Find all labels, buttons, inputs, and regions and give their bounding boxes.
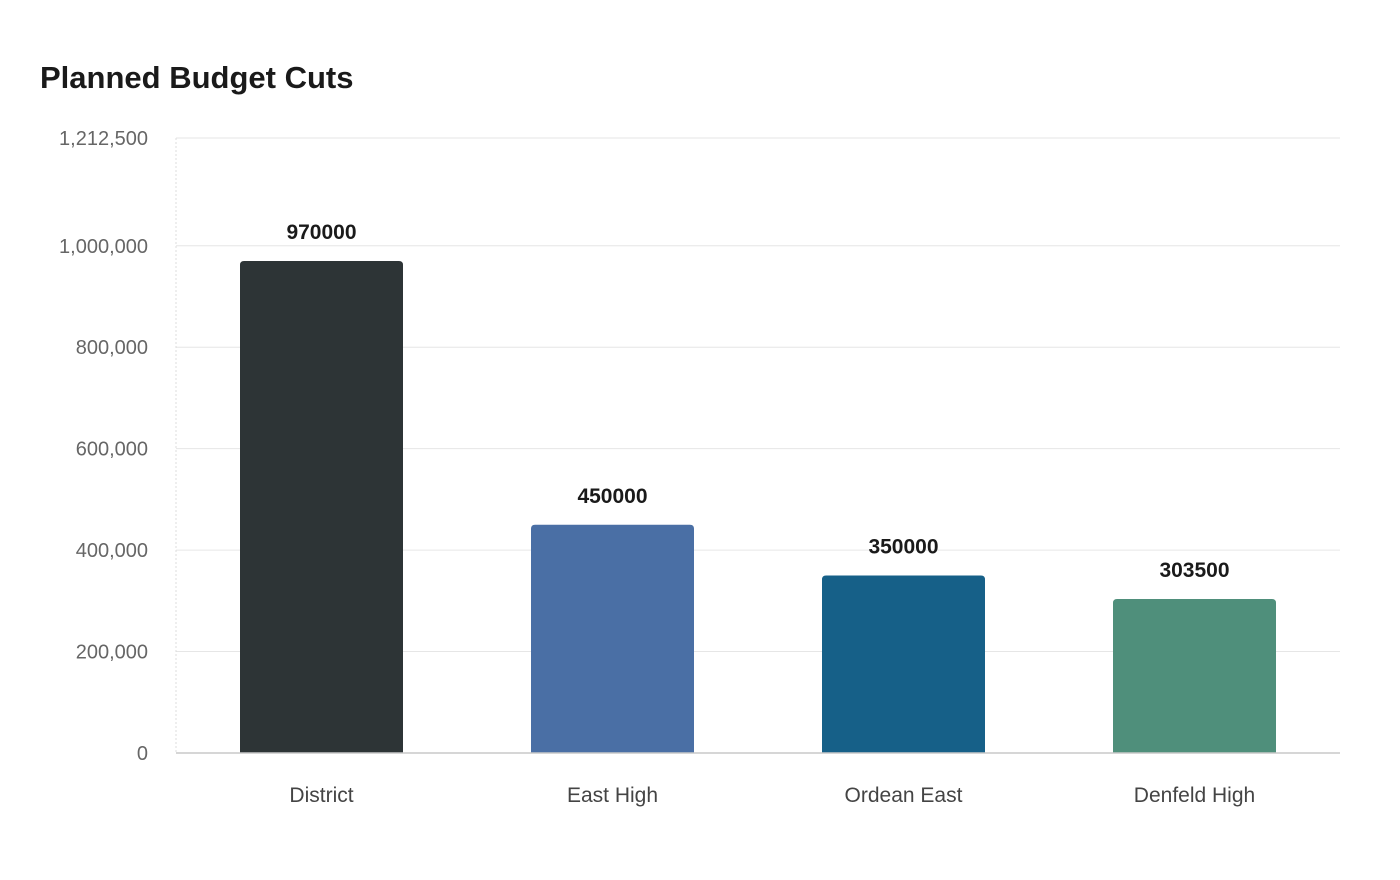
y-tick-label: 600,000: [76, 439, 148, 461]
x-axis-ticks: District East High Ordean East Denfeld High: [289, 784, 1255, 807]
data-label: 350000: [868, 535, 938, 558]
x-tick-label: East High: [567, 784, 658, 807]
y-tick-label: 800,000: [76, 337, 148, 359]
y-tick-label: 400,000: [76, 540, 148, 562]
y-axis-ticks: 0 200,000 400,000 600,000 800,000 1,000,000 1,…: [59, 128, 148, 765]
y-tick-label: 0: [137, 743, 148, 765]
bars: [240, 261, 1276, 753]
y-tick-label: 1,000,000: [59, 236, 148, 258]
chart-title: Planned Budget Cuts: [40, 60, 354, 95]
data-label: 450000: [577, 485, 647, 508]
data-label: 970000: [286, 221, 356, 244]
x-tick-label: District: [289, 784, 353, 807]
data-label: 303500: [1159, 559, 1229, 582]
bar: [531, 524, 694, 753]
bar: [240, 261, 403, 753]
y-tick-label: 1,212,500: [59, 128, 148, 150]
y-tick-label: 200,000: [76, 642, 148, 664]
x-tick-label: Ordean East: [845, 784, 963, 807]
bar: [1113, 599, 1276, 753]
data-labels: 970000 450000 350000 303500: [286, 221, 1229, 582]
x-tick-label: Denfeld High: [1134, 784, 1255, 807]
bar: [822, 575, 985, 753]
